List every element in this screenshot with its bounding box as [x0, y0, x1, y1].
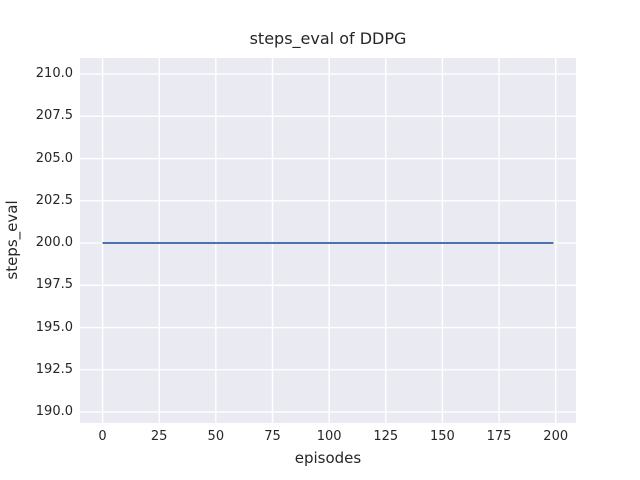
y-tick-label: 192.5	[35, 361, 73, 377]
y-tick-label: 205.0	[35, 150, 73, 166]
y-tick-label: 202.5	[35, 192, 73, 208]
x-tick-label: 75	[264, 429, 281, 444]
chart-title: steps_eval of DDPG	[249, 29, 407, 48]
x-tick-label: 200	[543, 429, 569, 444]
x-tick-label: 100	[316, 429, 342, 444]
x-tick-label: 50	[207, 429, 225, 444]
y-tick-label: 197.5	[35, 277, 73, 293]
x-tick-label: 175	[486, 429, 512, 444]
y-tick-label: 200.0	[35, 235, 73, 251]
x-axis-label: episodes	[294, 449, 362, 467]
y-tick-label: 210.0	[35, 66, 73, 82]
x-tick-label: 150	[430, 429, 455, 444]
x-tick-label: 25	[150, 429, 168, 444]
plot-area	[80, 58, 576, 423]
x-tick-label: 125	[373, 429, 399, 444]
plot-canvas	[80, 58, 576, 423]
y-tick-label: 207.5	[35, 108, 73, 124]
y-tick-label: 190.0	[35, 404, 73, 420]
x-tick-label: 0	[98, 429, 107, 444]
y-tick-label: 195.0	[35, 319, 73, 335]
